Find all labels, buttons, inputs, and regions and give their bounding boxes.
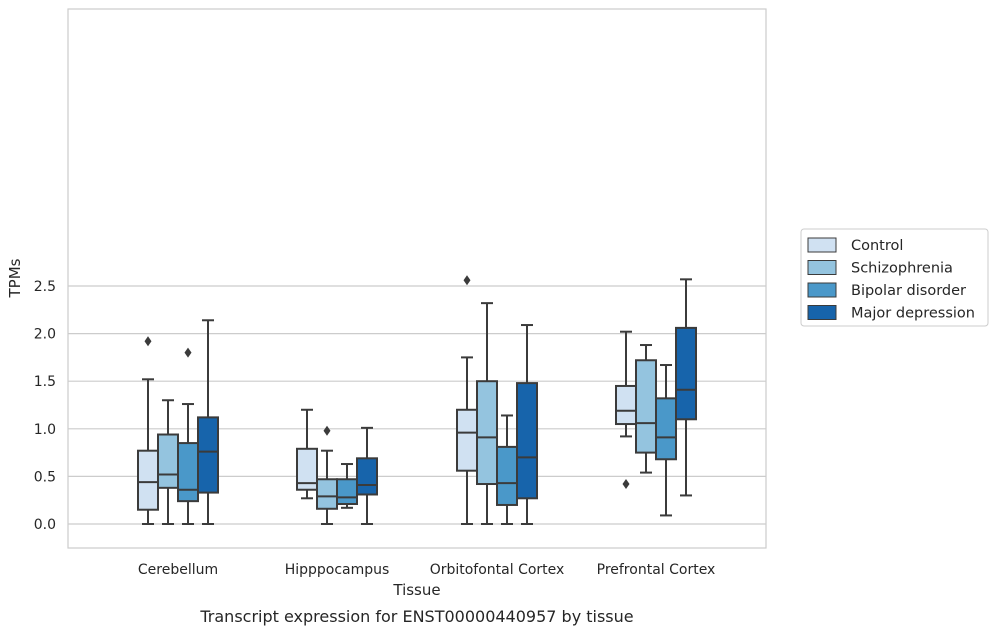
box-major-depression — [675, 278, 697, 497]
outlier-point — [323, 425, 331, 436]
box-bipolar-disorder — [496, 414, 518, 525]
outlier-point — [463, 275, 471, 286]
box-bipolar-disorder — [655, 364, 677, 517]
box-rect — [197, 416, 219, 494]
box-rect — [516, 382, 538, 500]
box-rect — [635, 359, 657, 454]
outlier-point — [184, 347, 192, 358]
box-major-depression — [516, 324, 538, 525]
box-schizophrenia — [476, 302, 498, 525]
legend: Control Schizophrenia Bipolar disorder Majo… — [800, 228, 989, 327]
y-tick-label: 2.5 — [34, 279, 56, 295]
box-major-depression — [197, 319, 219, 525]
outlier-point — [144, 336, 152, 347]
box-bipolar-disorder — [177, 347, 199, 525]
box-rect — [296, 447, 318, 491]
box-rect — [476, 380, 498, 486]
y-tick-label: 0.5 — [34, 469, 56, 485]
box-rect — [356, 457, 378, 496]
box-control — [456, 275, 478, 525]
x-tick-label: Cerebellum — [138, 562, 218, 578]
y-axis-ticks: 0.0 0.5 1.0 1.5 2.0 2.5 — [34, 279, 56, 533]
legend-swatch — [807, 282, 837, 298]
legend-label: Schizophrenia — [851, 261, 953, 277]
x-tick-label: Hipppocampus — [285, 562, 390, 578]
legend-label: Control — [851, 238, 903, 254]
box-rect — [177, 442, 199, 503]
legend-label: Bipolar disorder — [851, 283, 966, 299]
box-rect — [456, 408, 478, 472]
y-tick-label: 2.0 — [34, 327, 56, 343]
x-tick-label: Prefrontal Cortex — [597, 562, 716, 578]
legend-label: Major depression — [851, 306, 975, 322]
outlier-point — [622, 479, 630, 490]
box-rect — [157, 433, 179, 489]
legend-frame — [800, 228, 989, 327]
x-axis-label: Tissue — [392, 581, 440, 599]
x-tick-label: Orbitofontal Cortex — [430, 562, 565, 578]
x-axis-ticks: Cerebellum Hipppocampus Orbitofontal Corte… — [138, 562, 715, 578]
box-rect — [615, 384, 637, 426]
y-axis-label: TPMs — [6, 258, 24, 298]
legend-swatch — [807, 237, 837, 253]
y-tick-label: 1.0 — [34, 422, 56, 438]
box-control — [615, 330, 637, 490]
box-major-depression — [356, 426, 378, 525]
chart-title: Transcript expression for ENST0000044095… — [199, 607, 633, 626]
legend-swatch — [807, 260, 837, 275]
legend-swatch — [807, 305, 837, 320]
box-schizophrenia — [316, 425, 338, 525]
y-tick-label: 0.0 — [34, 517, 56, 533]
box-plots — [137, 275, 697, 525]
box-control — [296, 408, 318, 500]
box-rect — [336, 478, 358, 506]
box-rect — [655, 397, 677, 461]
y-tick-label: 1.5 — [34, 374, 56, 390]
box-schizophrenia — [635, 344, 657, 474]
box-rect — [675, 326, 697, 421]
box-rect — [316, 478, 338, 510]
box-bipolar-disorder — [336, 463, 358, 509]
box-rect — [137, 449, 159, 511]
box-rect — [496, 445, 518, 506]
